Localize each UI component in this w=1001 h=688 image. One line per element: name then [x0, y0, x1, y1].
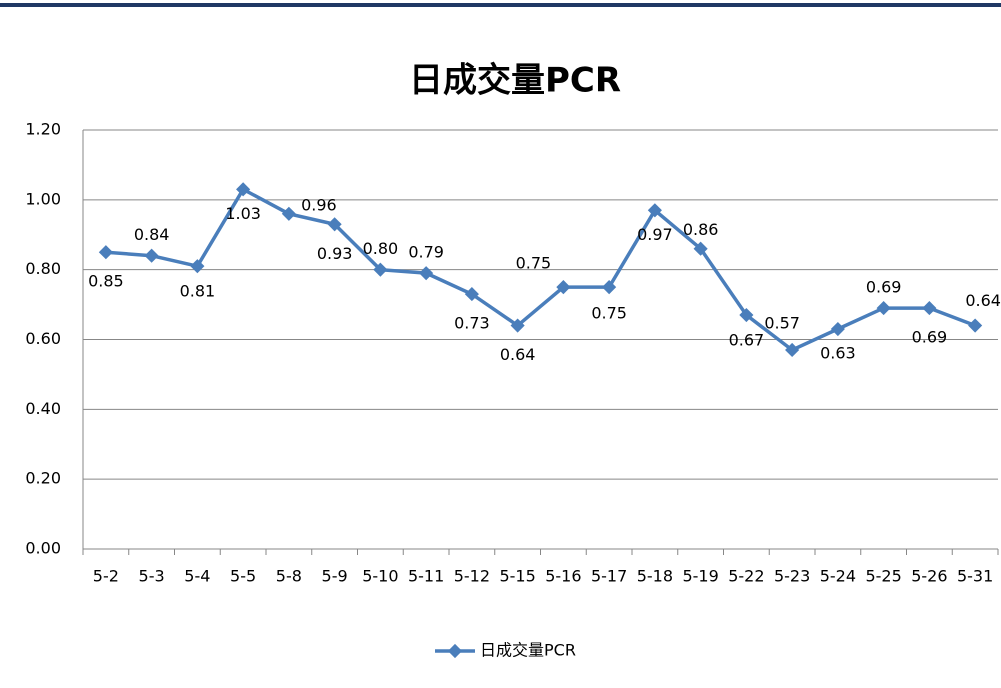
data-label: 0.84: [134, 225, 170, 244]
data-label: 0.97: [637, 225, 673, 244]
data-label: 0.69: [866, 278, 902, 297]
data-label: 0.75: [516, 254, 552, 273]
x-tick-label: 5-3: [139, 567, 165, 586]
point-marker: [647, 203, 662, 218]
legend-marker: [447, 643, 463, 659]
point-marker: [556, 280, 571, 295]
point-marker: [876, 301, 891, 316]
y-tick-label: 0.80: [25, 259, 61, 278]
point-marker: [327, 217, 342, 232]
point-marker: [236, 182, 251, 197]
point-marker: [98, 245, 113, 260]
point-marker: [785, 342, 800, 358]
point-marker: [144, 248, 159, 263]
point-marker: [510, 318, 525, 333]
x-tick-label: 5-31: [957, 567, 993, 586]
point-marker: [602, 280, 617, 295]
top-bar: [0, 3, 1001, 7]
point-marker: [922, 301, 937, 316]
data-label: 0.73: [454, 314, 490, 333]
series-line: [105, 187, 976, 353]
x-tick-label: 5-9: [322, 567, 348, 586]
point-marker: [281, 206, 296, 221]
x-tick-label: 5-25: [865, 567, 901, 586]
x-tick-label: 5-22: [728, 567, 764, 586]
data-label: 0.69: [912, 328, 948, 347]
x-tick-label: 5-24: [820, 567, 856, 586]
legend-label: 日成交量PCR: [480, 641, 576, 660]
data-label: 0.63: [820, 344, 856, 363]
data-label: 0.64: [500, 345, 536, 364]
x-tick-label: 5-4: [184, 567, 210, 586]
point-marker: [693, 241, 708, 256]
x-tick-label: 5-12: [454, 567, 490, 586]
data-label: 0.96: [301, 195, 337, 214]
chart-title: 日成交量PCR: [409, 61, 621, 101]
data-label: 0.57: [764, 313, 800, 332]
x-tick-label: 5-2: [93, 567, 119, 586]
x-tick-label: 5-8: [276, 567, 302, 586]
y-tick-label: 0.00: [25, 539, 61, 558]
y-tick-label: 1.20: [25, 120, 61, 139]
data-label: 0.85: [88, 272, 124, 291]
x-tick-label: 5-10: [362, 567, 398, 586]
data-label: 0.81: [180, 282, 216, 301]
x-tick-label: 5-18: [637, 567, 673, 586]
data-label: 0.64: [965, 291, 1001, 310]
point-marker: [373, 262, 388, 277]
x-tick-label: 5-5: [230, 567, 256, 586]
x-tick-label: 5-15: [499, 567, 535, 586]
point-marker: [190, 259, 205, 274]
y-tick-label: 0.20: [25, 469, 61, 488]
point-marker: [968, 318, 983, 333]
x-tick-label: 5-11: [408, 567, 444, 586]
point-marker: [464, 287, 479, 302]
y-tick-label: 0.40: [25, 399, 61, 418]
data-label: 0.79: [408, 243, 444, 262]
x-tick-label: 5-17: [591, 567, 627, 586]
data-label: 0.86: [683, 220, 719, 239]
data-label: 0.80: [363, 239, 399, 258]
x-tick-label: 5-26: [911, 567, 947, 586]
x-tick-label: 5-23: [774, 567, 810, 586]
y-tick-label: 0.60: [25, 329, 61, 348]
point-marker: [830, 321, 845, 337]
point-marker: [739, 307, 754, 323]
point-marker: [419, 266, 434, 281]
data-label: 1.03: [225, 204, 261, 223]
x-tick-label: 5-19: [682, 567, 718, 586]
y-tick-label: 1.00: [25, 189, 61, 208]
data-label: 0.93: [317, 244, 353, 263]
data-label: 0.75: [591, 304, 627, 323]
x-tick-label: 5-16: [545, 567, 581, 586]
data-label: 0.67: [729, 331, 765, 350]
